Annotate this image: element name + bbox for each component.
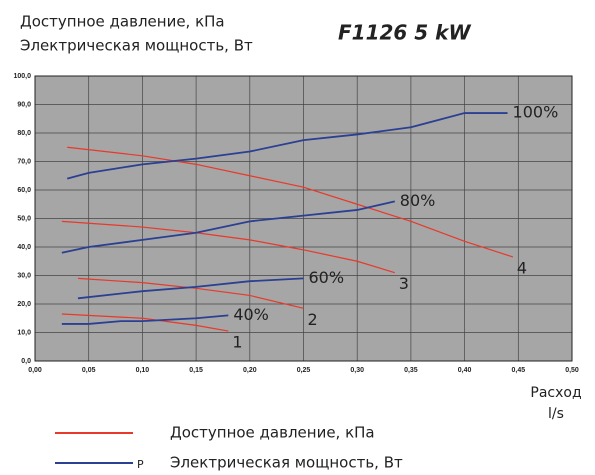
- y-tick-label: 40,0: [17, 244, 31, 251]
- y-axis-label: Электрическая мощность, Вт: [20, 37, 253, 55]
- x-tick-label: 0,35: [404, 367, 418, 374]
- series-label: 80%: [400, 191, 436, 210]
- plot-frame: [34, 75, 573, 362]
- y-tick-label: 50,0: [17, 215, 31, 222]
- y-tick-label: 20,0: [17, 301, 31, 308]
- series-line: [61, 200, 395, 254]
- y-tick-label: 70,0: [17, 158, 31, 165]
- series-line: [61, 314, 229, 325]
- series-line: [66, 112, 508, 180]
- x-tick-label: 0,30: [350, 367, 364, 374]
- x-tick-label: 0,25: [297, 367, 311, 374]
- x-tick-label: 0,50: [565, 367, 579, 374]
- y-tick-label: 80,0: [17, 130, 31, 137]
- x-tick-label: 0,15: [189, 367, 203, 374]
- series-label: 1: [232, 333, 242, 352]
- series-label: 40%: [233, 305, 269, 324]
- y-tick-label: 60,0: [17, 187, 31, 194]
- x-tick-label: 0,40: [458, 367, 472, 374]
- legend-label: Электрическая мощность, Вт: [170, 454, 403, 472]
- y-axis-label: Доступное давление, кПа: [20, 13, 225, 31]
- series-label: 4: [517, 258, 527, 277]
- series-line: [77, 277, 304, 300]
- x-tick-label: 0,05: [82, 367, 96, 374]
- y-tick-label: 100,0: [13, 73, 31, 80]
- series-label: 100%: [513, 103, 559, 122]
- x-axis-label: l/s: [548, 406, 564, 422]
- x-axis-label: Расход: [530, 385, 581, 401]
- series-line: [67, 146, 514, 258]
- series-line: [61, 313, 229, 332]
- y-tick-label: 90,0: [17, 101, 31, 108]
- series-line: [77, 277, 304, 309]
- series-label: 60%: [309, 268, 345, 287]
- x-tick-label: 0,00: [28, 367, 42, 374]
- x-tick-label: 0,10: [136, 367, 150, 374]
- legend-marker: P: [137, 458, 144, 471]
- series-label: 3: [399, 274, 409, 293]
- y-tick-label: 0,0: [21, 358, 31, 365]
- x-tick-label: 0,45: [511, 367, 525, 374]
- legend-label: Доступное давление, кПа: [170, 424, 375, 442]
- series-label: 2: [308, 310, 318, 329]
- x-tick-label: 0,20: [243, 367, 257, 374]
- series-line: [61, 220, 395, 274]
- y-tick-label: 10,0: [17, 329, 31, 336]
- y-tick-label: 30,0: [17, 272, 31, 279]
- chart-title: F1126 5 kW: [338, 21, 471, 45]
